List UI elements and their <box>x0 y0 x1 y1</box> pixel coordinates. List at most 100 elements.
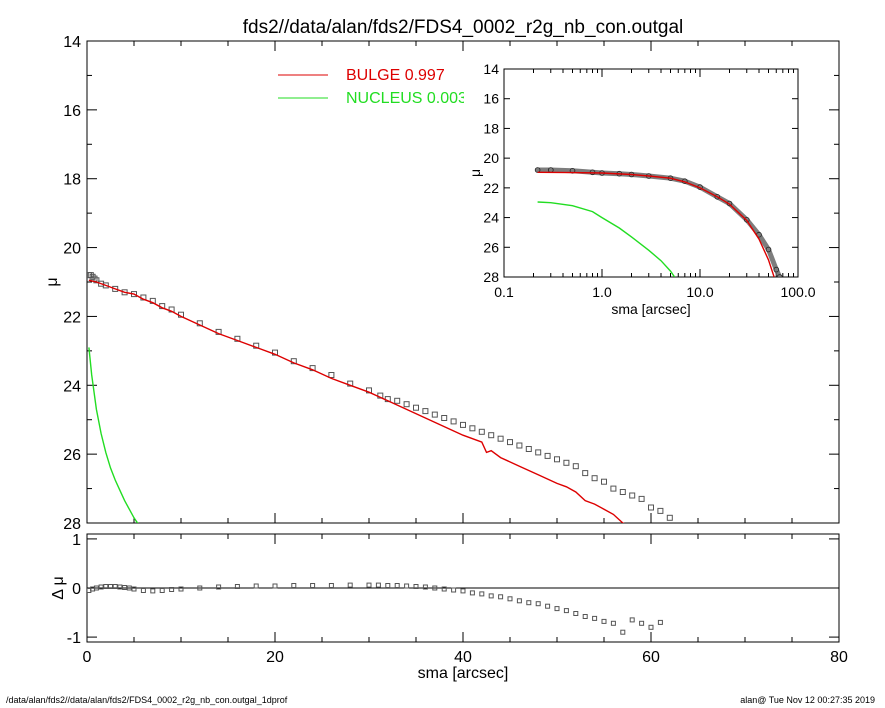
residual-data-point <box>592 615 598 621</box>
residual-x-axis-label: sma [arcsec] <box>418 665 509 682</box>
data-main-point <box>535 449 542 456</box>
data-main-point <box>431 411 438 418</box>
inset-background <box>464 59 810 322</box>
main-y-axis-label: μ <box>44 277 61 286</box>
data-main-point <box>516 442 523 449</box>
residual-x-tick-label: 40 <box>454 649 472 666</box>
residual-y-tick-label: 0 <box>72 581 81 598</box>
nucleus-main-line <box>88 347 139 523</box>
residual-data-point <box>103 584 109 589</box>
data-main-point <box>619 489 626 495</box>
main-y-tick-label: 24 <box>63 378 81 395</box>
residual-data-point <box>93 585 99 591</box>
footer-file-path: /data/alan/fds2//data/alan/fds2/FDS4_000… <box>6 695 288 705</box>
data-main-point <box>638 495 645 502</box>
data-main-point <box>253 342 260 349</box>
data-main-point <box>469 425 476 432</box>
inset-y-tick-label: 22 <box>483 180 499 196</box>
data-main-point <box>591 475 598 482</box>
data-main-point <box>272 349 278 356</box>
residual-data-point <box>432 585 438 591</box>
residual-data-point <box>197 585 203 591</box>
residual-data-point <box>178 586 184 592</box>
residual-y-axis-label: Δ μ <box>50 576 67 599</box>
data-main-point <box>403 401 410 408</box>
data-main-point <box>347 380 354 387</box>
residual-data-point <box>404 583 410 589</box>
residual-data-point <box>253 583 259 589</box>
residual-data-point <box>460 588 466 594</box>
residual-data-point <box>620 629 626 635</box>
data-main-point <box>507 439 513 446</box>
inset-x-axis-label: sma [arcsec] <box>611 301 690 317</box>
residual-data-point <box>469 590 475 596</box>
bulge-main-line <box>88 279 625 523</box>
data-main-point <box>102 282 109 289</box>
residual-data-point <box>516 598 522 604</box>
data-main-point <box>450 418 457 425</box>
residual-data-point <box>422 584 428 590</box>
residual-data-point <box>488 593 494 599</box>
data-main-point <box>413 404 419 411</box>
data-main-point <box>666 514 673 521</box>
residual-data-point <box>375 582 381 588</box>
data-main-point <box>610 485 617 492</box>
residual-data-point <box>554 606 560 612</box>
data-main-point <box>309 365 316 372</box>
residual-data-point <box>140 588 146 593</box>
inset-y-tick-label: 26 <box>483 239 499 255</box>
data-main-point <box>544 452 551 459</box>
chart-title: fds2//data/alan/fds2/FDS4_0002_r2g_nb_co… <box>243 17 684 38</box>
nucleus-inset-line <box>537 201 676 277</box>
data-main-point <box>89 273 96 280</box>
data-main-point <box>572 463 579 470</box>
residual-data-point <box>272 583 278 589</box>
inset-x-tick-label: 1.0 <box>592 284 612 300</box>
data-main-point <box>112 285 119 292</box>
residual-data-point <box>639 620 645 626</box>
footer-timestamp: alan@ Tue Nov 12 00:27:35 2019 <box>740 695 875 705</box>
residual-data-point <box>479 591 485 597</box>
inset-data-point <box>773 266 780 273</box>
residual-data-point <box>657 619 663 625</box>
residual-y-tick-label: 1 <box>72 532 81 549</box>
residual-data-point <box>112 584 118 589</box>
inset-y-tick-label: 24 <box>483 210 499 226</box>
residual-x-tick-label: 60 <box>642 649 660 666</box>
data-main-point <box>91 275 98 282</box>
main-y-tick-label: 18 <box>63 172 81 189</box>
data-main-point <box>554 456 560 463</box>
data-main-point <box>601 478 607 485</box>
residual-data-point <box>545 603 551 609</box>
residual-data-point <box>629 617 635 623</box>
residual-data-point <box>117 584 123 590</box>
residual-x-tick-label: 20 <box>266 649 284 666</box>
residual-data-point <box>98 584 104 590</box>
residual-data-point <box>582 614 588 619</box>
residual-data-point <box>601 618 607 624</box>
inset-x-tick-label: 0.1 <box>494 284 514 300</box>
inset-y-tick-label: 16 <box>483 91 499 107</box>
inset-y-tick-label: 18 <box>483 120 499 136</box>
residual-data-point <box>573 611 579 616</box>
residual-data-point <box>126 585 132 591</box>
data-main-point <box>422 408 429 415</box>
residual-data-point <box>150 588 156 594</box>
legend-bulge-label: BULGE 0.997 <box>346 67 445 84</box>
inset-data-point <box>743 217 750 223</box>
residual-data-point <box>159 588 165 593</box>
data-main-point <box>648 504 654 511</box>
data-main-point <box>488 432 495 439</box>
residual-data-point <box>394 583 400 588</box>
residual-data-point <box>216 584 222 590</box>
legend-nucleus-label: NUCLEUS 0.003 <box>346 90 467 107</box>
residual-data-point <box>347 582 353 588</box>
inset-y-tick-label: 28 <box>483 269 499 285</box>
data-main-point <box>87 272 94 279</box>
main-y-tick-label: 26 <box>63 447 81 464</box>
inset-x-tick-label: 100.0 <box>780 284 815 300</box>
data-main-point <box>328 372 335 378</box>
residual-y-tick-label: -1 <box>67 630 81 647</box>
residual-data-point <box>131 586 137 592</box>
inset-plot-frame <box>503 68 799 278</box>
